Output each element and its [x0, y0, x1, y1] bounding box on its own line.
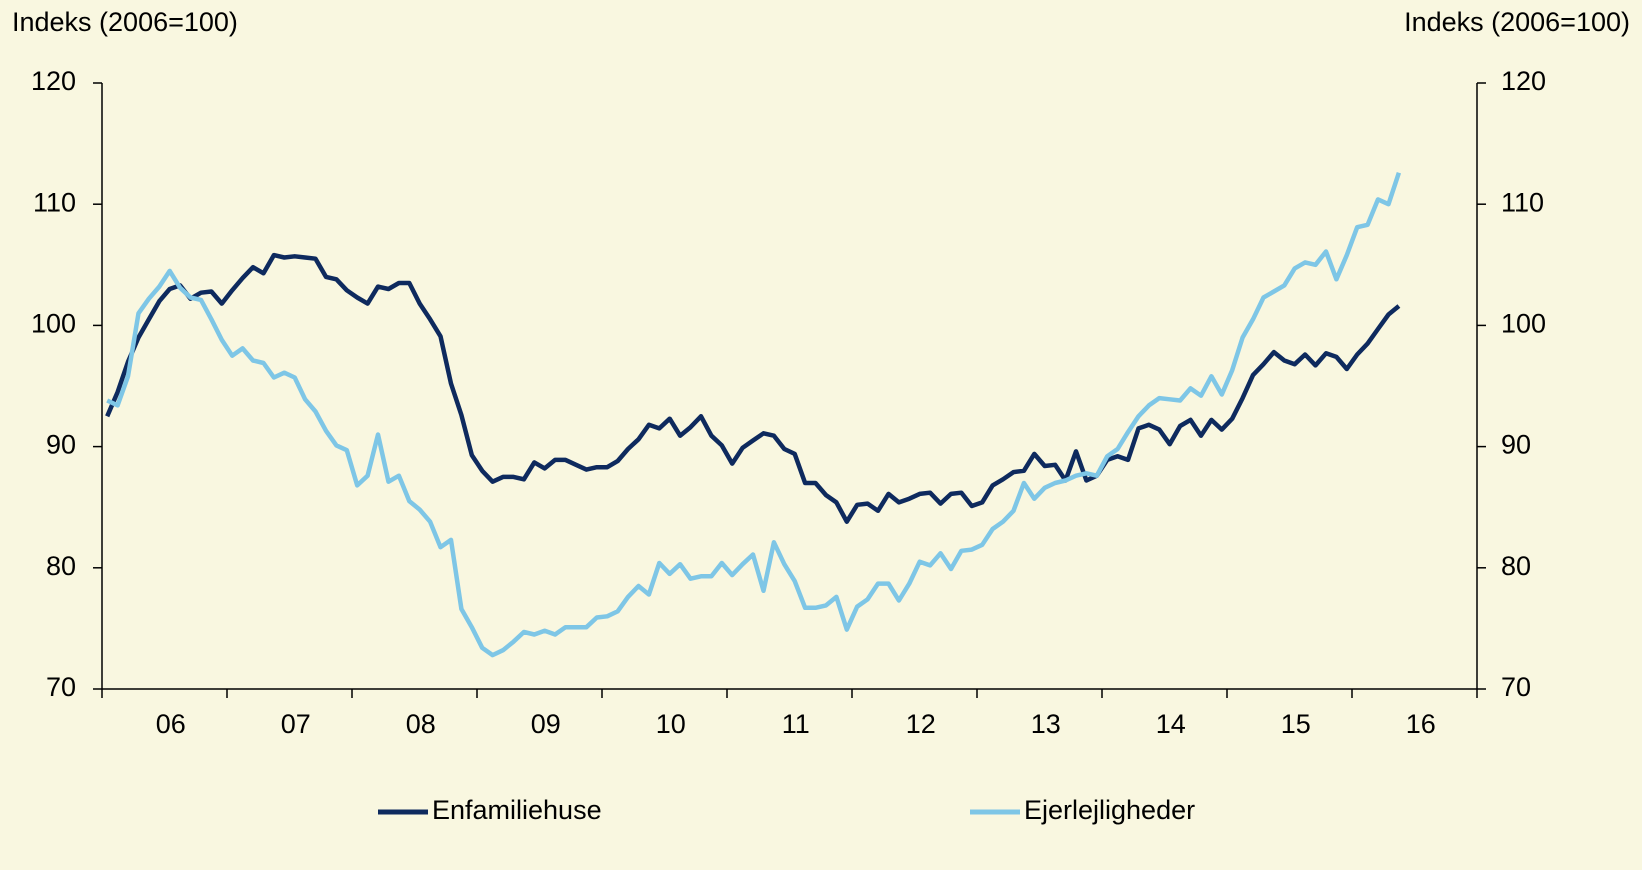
x-tick-label: 07 — [281, 709, 311, 739]
series-line — [105, 252, 1401, 524]
x-tick-label: 09 — [531, 709, 561, 739]
x-tick-label: 11 — [782, 709, 810, 739]
x-tick-label: 16 — [1406, 709, 1436, 739]
x-tick-label: 12 — [906, 709, 936, 739]
y2-tick-label: 120 — [1501, 66, 1546, 96]
y2-axis-title: Indeks (2006=100) — [1404, 7, 1630, 37]
y2-tick-label: 90 — [1501, 430, 1531, 460]
x-tick-label: 10 — [656, 709, 686, 739]
y-tick-label: 100 — [31, 309, 76, 339]
y-tick-label: 110 — [33, 187, 76, 217]
y-tick-label: 90 — [46, 430, 76, 460]
legend-label: Ejerlejligheder — [1024, 795, 1195, 825]
y2-tick-label: 100 — [1501, 309, 1546, 339]
y-tick-label: 80 — [46, 551, 76, 581]
y-tick-label: 120 — [31, 66, 76, 96]
x-tick-label: 13 — [1031, 709, 1061, 739]
y2-tick-label: 110 — [1501, 187, 1544, 217]
x-tick-label: 14 — [1156, 709, 1186, 739]
y-tick-label: 70 — [46, 672, 76, 702]
x-tick-label: 15 — [1281, 709, 1311, 739]
x-tick-label: 08 — [406, 709, 436, 739]
y2-tick-label: 80 — [1501, 551, 1531, 581]
y-axis-title: Indeks (2006=100) — [12, 7, 238, 37]
series-line — [106, 171, 1402, 658]
y2-tick-label: 70 — [1501, 672, 1531, 702]
x-tick-label: 06 — [156, 709, 186, 739]
legend-label: Enfamiliehuse — [432, 795, 602, 825]
